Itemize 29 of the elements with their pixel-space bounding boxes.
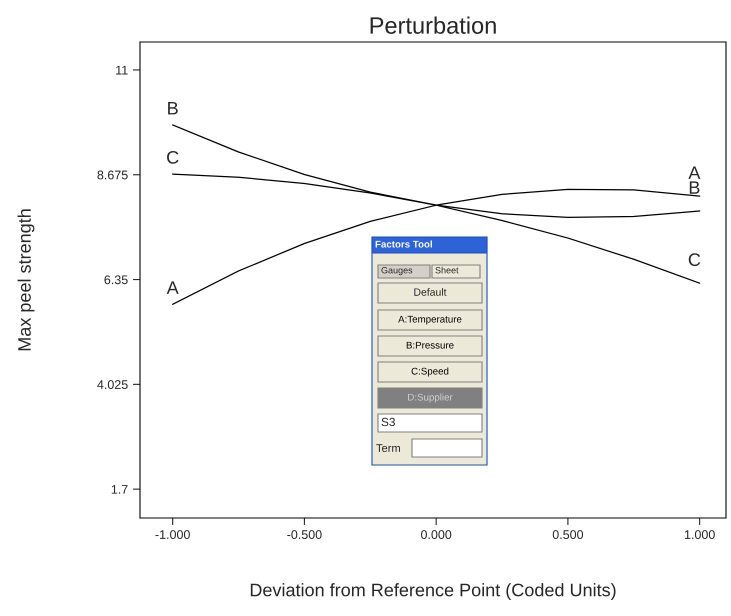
- text: B: [690, 181, 700, 194]
- text: A: [688, 166, 700, 179]
- x-tick-label: 0.000: [421, 530, 452, 539]
- x-tick-label: 1.000: [684, 530, 715, 539]
- text: C: [688, 253, 700, 266]
- y-tick-label: 8.675: [97, 170, 128, 180]
- y-axis-title: Max peel strength: [18, 209, 34, 350]
- y-tick-label: 4.025: [97, 380, 128, 390]
- annotation: C:Speed: [412, 367, 448, 377]
- y-tick-label: 11: [116, 66, 128, 74]
- annotation: D:Supplier: [408, 393, 453, 403]
- x-axis-title: Deviation from Reference Point (Coded Units): [250, 583, 616, 600]
- annotation: A:Temperature: [398, 316, 462, 325]
- annotation: S3: [382, 418, 395, 426]
- x-tick-label: -0.500: [287, 530, 322, 539]
- annotation: Term: [376, 444, 400, 452]
- series-label: B: [168, 102, 178, 114]
- x-tick-label: 0.500: [552, 530, 584, 539]
- annotation: Gauges: [381, 267, 412, 276]
- x-tick-label: -1.000: [156, 530, 190, 539]
- annotation: B:Pressure: [406, 342, 454, 349]
- series-label: A: [166, 281, 179, 294]
- annotation: Sheet: [435, 266, 459, 274]
- series-label: C: [167, 150, 179, 164]
- annotation: Factors Tool: [376, 240, 432, 248]
- y-tick-label: 1.7: [112, 485, 128, 494]
- annotation: Default: [414, 288, 446, 296]
- chart-title: Perturbation: [370, 16, 496, 34]
- y-tick-label: 6.35: [104, 275, 128, 284]
